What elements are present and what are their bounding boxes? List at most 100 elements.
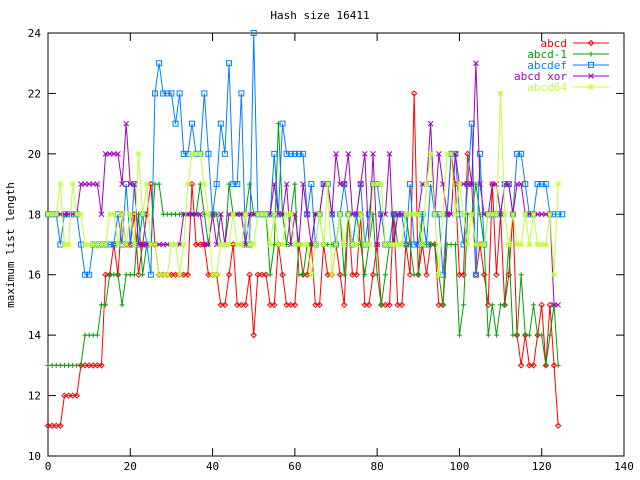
- data-point-abcd-xor: [312, 211, 319, 218]
- data-point-abcd64: [510, 211, 516, 218]
- data-point-abcdef: [164, 90, 171, 97]
- data-point-abcd: [303, 271, 311, 278]
- data-point-abcd64: [370, 181, 376, 187]
- data-point-abcd: [53, 422, 60, 429]
- data-point-abcd64: [168, 241, 175, 248]
- data-point-abcd64: [73, 211, 80, 218]
- data-point-abcd-1: [119, 302, 125, 308]
- data-point-abcd64: [61, 241, 68, 248]
- data-point-abcd64: [127, 211, 134, 218]
- data-point-abcd64: [341, 241, 348, 248]
- data-point-abcdef: [151, 90, 158, 97]
- data-point-abcd: [69, 392, 76, 399]
- data-point-abcdef: [172, 120, 179, 127]
- data-point-abcd-xor: [542, 211, 549, 218]
- data-point-abcd-1: [362, 272, 368, 278]
- data-point-abcdef: [559, 211, 566, 218]
- data-point-abcd: [501, 301, 508, 309]
- data-point-abcdef: [82, 271, 89, 278]
- x-tick-label: 80: [371, 460, 384, 473]
- legend-label-abcd64: abcd64: [527, 81, 567, 94]
- data-point-abcdef: [287, 150, 294, 157]
- data-point-abcd64: [551, 271, 557, 278]
- data-point-abcd-xor: [131, 181, 138, 187]
- data-point-abcd-xor: [209, 211, 216, 218]
- data-point-abcd: [456, 271, 463, 278]
- data-point-abcd64: [300, 241, 306, 248]
- data-point-abcd64: [538, 241, 545, 248]
- data-point-abcd64: [448, 151, 455, 157]
- data-point-abcd64: [534, 241, 541, 248]
- data-point-abcd: [94, 362, 101, 369]
- data-point-abcd64: [427, 151, 434, 157]
- data-point-abcd: [81, 362, 89, 369]
- series-line-abcdef: [48, 32, 563, 276]
- data-point-abcdef: [407, 181, 414, 188]
- legend-marker-abcd64: [588, 84, 594, 90]
- data-point-abcdef: [176, 90, 183, 97]
- data-point-abcd64: [164, 271, 171, 278]
- data-point-abcd-xor: [250, 211, 257, 218]
- data-point-abcd-xor: [505, 181, 512, 187]
- data-point-abcd64: [501, 211, 508, 218]
- data-point-abcd: [283, 301, 290, 309]
- data-point-abcd64: [398, 241, 405, 248]
- data-point-abcd: [522, 331, 529, 339]
- data-point-abcd: [493, 271, 500, 278]
- data-point-abcd-xor: [460, 181, 467, 187]
- data-point-abcd: [135, 271, 142, 278]
- data-point-abcd64: [316, 211, 323, 218]
- y-tick-label: 24: [28, 27, 42, 40]
- data-point-abcd-1: [493, 332, 499, 338]
- data-point-abcd64: [86, 241, 92, 248]
- data-point-abcd-xor: [123, 120, 130, 127]
- data-point-abcd: [287, 301, 294, 309]
- data-point-abcd: [246, 271, 253, 278]
- data-point-abcd-xor: [538, 211, 545, 218]
- data-point-abcd-1: [140, 272, 146, 278]
- data-point-abcd: [312, 301, 319, 309]
- data-point-abcd: [197, 241, 204, 248]
- data-point-abcdef: [230, 181, 237, 188]
- data-point-abcdef: [291, 150, 298, 157]
- data-point-abcd-1: [489, 302, 495, 308]
- data-point-abcd64: [102, 241, 109, 248]
- data-point-abcd-xor: [448, 211, 455, 218]
- data-point-abcd64: [287, 211, 294, 218]
- data-point-abcd-1: [267, 272, 273, 278]
- data-point-abcd64: [324, 181, 331, 187]
- data-point-abcdef: [221, 150, 228, 157]
- data-point-abcd-1: [415, 272, 421, 278]
- data-point-abcd64: [193, 151, 199, 157]
- data-point-abcd64: [403, 211, 409, 218]
- data-point-abcd64: [296, 241, 302, 248]
- data-point-abcd64: [473, 241, 479, 248]
- data-point-abcdef: [518, 150, 525, 157]
- data-point-abcd-1: [485, 332, 491, 338]
- data-point-abcd-xor: [115, 151, 121, 157]
- data-point-abcd64: [378, 181, 385, 187]
- data-point-abcd-xor: [242, 241, 249, 248]
- data-point-abcd64: [345, 211, 352, 218]
- data-point-abcd-1: [473, 181, 479, 187]
- data-point-abcd: [229, 241, 237, 248]
- data-point-abcd-xor: [94, 181, 101, 187]
- data-point-abcdef: [160, 90, 167, 97]
- data-point-abcd64: [444, 151, 450, 157]
- data-point-abcd64: [283, 211, 290, 218]
- data-point-abcd64: [222, 241, 228, 248]
- data-point-abcd64: [374, 181, 380, 187]
- data-point-abcd-xor: [304, 211, 311, 218]
- data-point-abcd-xor: [436, 151, 442, 157]
- data-point-abcd64: [485, 211, 492, 218]
- legend-label-abcd: abcd: [541, 37, 568, 50]
- data-point-abcd: [554, 422, 562, 429]
- data-point-abcdef: [205, 150, 212, 157]
- data-point-abcd64: [349, 241, 356, 248]
- data-point-abcd64: [185, 181, 191, 187]
- data-point-abcd64: [526, 241, 533, 248]
- data-point-abcdef: [234, 181, 241, 188]
- data-point-abcd64: [312, 241, 319, 248]
- x-tick-label: 120: [532, 460, 552, 473]
